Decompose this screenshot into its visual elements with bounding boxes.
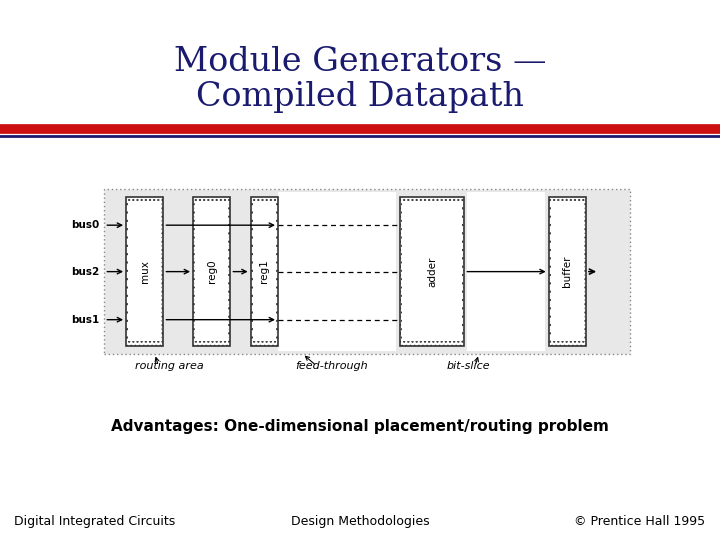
Text: Digital Integrated Circuits: Digital Integrated Circuits bbox=[14, 515, 176, 528]
Bar bbox=[195, 201, 228, 341]
Text: adder: adder bbox=[427, 256, 437, 287]
Text: Module Generators —: Module Generators — bbox=[174, 46, 546, 78]
Text: reg1: reg1 bbox=[259, 260, 269, 283]
Text: bus1: bus1 bbox=[71, 315, 99, 325]
Text: reg0: reg0 bbox=[207, 260, 217, 283]
Text: routing area: routing area bbox=[135, 361, 204, 371]
Text: mux: mux bbox=[140, 260, 150, 283]
Bar bbox=[551, 201, 584, 341]
Bar bbox=[193, 197, 230, 346]
Bar bbox=[278, 192, 396, 351]
Text: Advantages: One-dimensional placement/routing problem: Advantages: One-dimensional placement/ro… bbox=[111, 419, 609, 434]
Text: Design Methodologies: Design Methodologies bbox=[291, 515, 429, 528]
Text: buffer: buffer bbox=[562, 255, 572, 287]
Text: bit-slice: bit-slice bbox=[446, 361, 490, 371]
Text: Compiled Datapath: Compiled Datapath bbox=[196, 81, 524, 113]
Bar bbox=[402, 201, 462, 341]
Text: bus0: bus0 bbox=[71, 220, 99, 230]
Text: bus2: bus2 bbox=[71, 267, 99, 276]
Bar bbox=[251, 197, 278, 346]
Bar bbox=[467, 192, 545, 351]
Bar bbox=[104, 189, 630, 354]
Text: feed-through: feed-through bbox=[295, 361, 367, 371]
Text: © Prentice Hall 1995: © Prentice Hall 1995 bbox=[575, 515, 706, 528]
Bar bbox=[400, 197, 464, 346]
Bar bbox=[128, 201, 161, 341]
Bar bbox=[126, 197, 163, 346]
Bar bbox=[253, 201, 276, 341]
Bar bbox=[549, 197, 586, 346]
